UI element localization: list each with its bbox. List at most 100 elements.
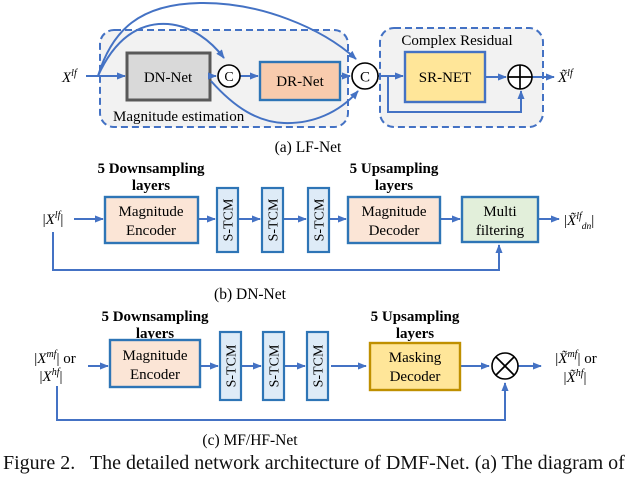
panel-b-input-label: |Xlf| <box>43 210 64 228</box>
masking-decoder-label-line1: Masking <box>389 350 442 366</box>
stcm-block-1 <box>218 330 243 402</box>
panel-b-output-sup: lf <box>576 211 583 222</box>
magnitude-encoder-block <box>108 338 202 389</box>
multi-filtering-label-line2: filtering <box>476 223 525 239</box>
panel-a-output-label: X̃lf <box>557 68 574 86</box>
masking-decoder-block <box>368 341 462 392</box>
concat1-label: C <box>224 70 233 85</box>
output1-close: | <box>577 351 580 367</box>
upsampling-label-line2: layers <box>375 178 413 194</box>
complex-residual-label: Complex Residual <box>401 33 512 49</box>
downsampling-label-line1: 5 Downsampling <box>97 161 205 177</box>
panel-b-output-close: | <box>591 213 594 229</box>
residual-connection <box>387 76 525 113</box>
panel-c-caption: (c) MF/HF-Net <box>202 432 298 449</box>
input2-sup: hf <box>52 367 61 378</box>
stcm-label-1: S-TCM <box>222 198 237 241</box>
downsampling-label-line2: layers <box>132 178 170 194</box>
magnitude-estimation-label: Magnitude estimation <box>113 109 245 125</box>
stcm-block-3 <box>306 186 331 254</box>
concat2-circle-icon <box>351 62 379 90</box>
stcm-label-3: S-TCM <box>313 198 328 241</box>
magnitude-decoder-label-line1: Magnitude <box>362 204 427 220</box>
stcm-label-2: S-TCM <box>267 198 282 241</box>
output1-base: X̃ <box>557 351 568 367</box>
dr-net-label: DR-Net <box>276 74 324 90</box>
panel-a-caption: (a) LF-Net <box>275 139 342 156</box>
stcm-label-1: S-TCM <box>225 344 240 387</box>
skip-connection-input-to-multiply <box>56 382 509 421</box>
dn-net-label: DN-Net <box>144 70 193 86</box>
magnitude-encoder-label-line1: Magnitude <box>119 204 184 220</box>
input2-base: X <box>42 369 53 385</box>
magnitude-decoder-label-line2: Decoder <box>369 223 420 239</box>
magnitude-encoder-label-line2: Encoder <box>130 367 180 383</box>
panel-b-input-close: | <box>60 212 63 228</box>
panel-a-output-base: X̃ <box>557 70 568 86</box>
skip-arc-dnnet-to-concat2 <box>210 80 359 125</box>
panel-b-input-open: | <box>43 212 46 228</box>
panel-c-input-line2: |Xhf| <box>40 367 63 385</box>
input1-close: | <box>56 351 59 367</box>
stcm-label-2: S-TCM <box>268 344 283 387</box>
magnitude-encoder-block <box>103 195 200 245</box>
upsampling-label-line1: 5 Upsampling <box>350 161 439 177</box>
downsampling-label-line1: 5 Downsampling <box>101 309 209 325</box>
panel-c-input-line1: |Xmf| or <box>34 349 75 367</box>
panel-c-output-line1: |X̃mf| or <box>555 349 596 367</box>
output1-or: or <box>580 351 596 367</box>
output2-sup: hf <box>576 368 585 379</box>
sr-net-block <box>403 50 487 104</box>
panel-a-input-label: Xlf <box>61 68 78 86</box>
input2-close: | <box>59 369 62 385</box>
panel-c-output-line2: |X̃hf| <box>564 368 587 386</box>
input1-base: X <box>36 351 47 367</box>
dr-net-block <box>258 60 342 102</box>
multi-filtering-block <box>460 195 540 244</box>
panel-b-dn-net: 5 Downsampling layers 5 Upsampling layer… <box>43 161 595 303</box>
output1-sup: mf <box>567 349 578 360</box>
panel-b-output-base: X̃ <box>566 213 577 229</box>
output2-base: X̃ <box>566 370 577 386</box>
downsampling-label-line2: layers <box>136 326 174 342</box>
input1-open: | <box>34 351 37 367</box>
panel-a-input-base: X <box>61 70 72 86</box>
magnitude-encoder-label-line2: Encoder <box>126 223 176 239</box>
panel-a-lf-net: C C DN-Net DR-Net SR-NET Magnitude estim… <box>61 1 574 156</box>
sr-net-label: SR-NET <box>419 70 472 86</box>
panel-b-output-sub: dn <box>582 222 592 232</box>
input1-sup: mf <box>46 349 57 360</box>
stcm-block-2 <box>261 330 286 402</box>
input2-open: | <box>40 369 43 385</box>
output2-close: | <box>583 370 586 386</box>
stcm-block-2 <box>260 186 285 254</box>
stcm-block-3 <box>305 330 330 402</box>
magnitude-encoder-label-line1: Magnitude <box>123 348 188 364</box>
panel-b-output-open: | <box>564 213 567 229</box>
concat1-circle-icon <box>217 64 241 88</box>
skip-connection-input-to-filter <box>52 232 503 271</box>
figure-caption: Figure 2. The detailed network architect… <box>3 452 625 474</box>
add-icon <box>507 64 533 90</box>
panel-b-output-label: |X̃lfdn| <box>564 211 594 232</box>
output2-open: | <box>564 370 567 386</box>
upsampling-label-line1: 5 Upsampling <box>371 309 460 325</box>
magnitude-decoder-block <box>346 195 442 245</box>
panel-a-input-sup: lf <box>71 68 78 79</box>
panel-b-caption: (b) DN-Net <box>214 286 287 303</box>
panel-b-input-sup: lf <box>55 210 62 221</box>
input1-or: or <box>59 351 75 367</box>
multi-filtering-label-line1: Multi <box>483 204 516 220</box>
panel-a-output-sup: lf <box>567 68 574 79</box>
panel-c-mf-hf-net: 5 Downsampling layers 5 Upsampling layer… <box>34 309 596 449</box>
concat2-label: C <box>360 70 370 86</box>
multiply-icon <box>491 352 519 380</box>
skip-arc-input-to-concat2 <box>97 1 357 77</box>
upsampling-label-line2: layers <box>396 326 434 342</box>
stcm-block-1 <box>215 186 240 254</box>
stcm-label-3: S-TCM <box>312 344 327 387</box>
dn-net-block <box>125 51 212 102</box>
skip-arc-input-to-concat1 <box>97 22 225 77</box>
panel-b-input-base: X <box>45 212 56 228</box>
